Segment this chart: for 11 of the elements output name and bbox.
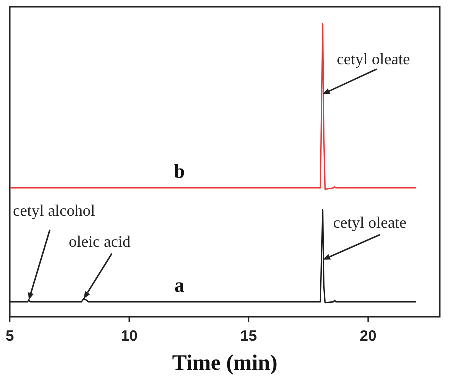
x-tick-label: 15 [240, 328, 258, 345]
annotation: cetyl alcohol [13, 203, 96, 220]
x-axis-title: Time (min) [172, 350, 278, 375]
annotation: oleic acid [69, 234, 131, 251]
x-tick-label: 10 [121, 328, 138, 345]
x-tick-label: 20 [360, 328, 377, 345]
series-label: a [174, 275, 185, 298]
x-tick-label: 5 [6, 328, 14, 345]
series-label: b [174, 161, 186, 184]
annotation: cetyl oleate [333, 214, 407, 232]
annotation: cetyl oleate [336, 51, 410, 68]
